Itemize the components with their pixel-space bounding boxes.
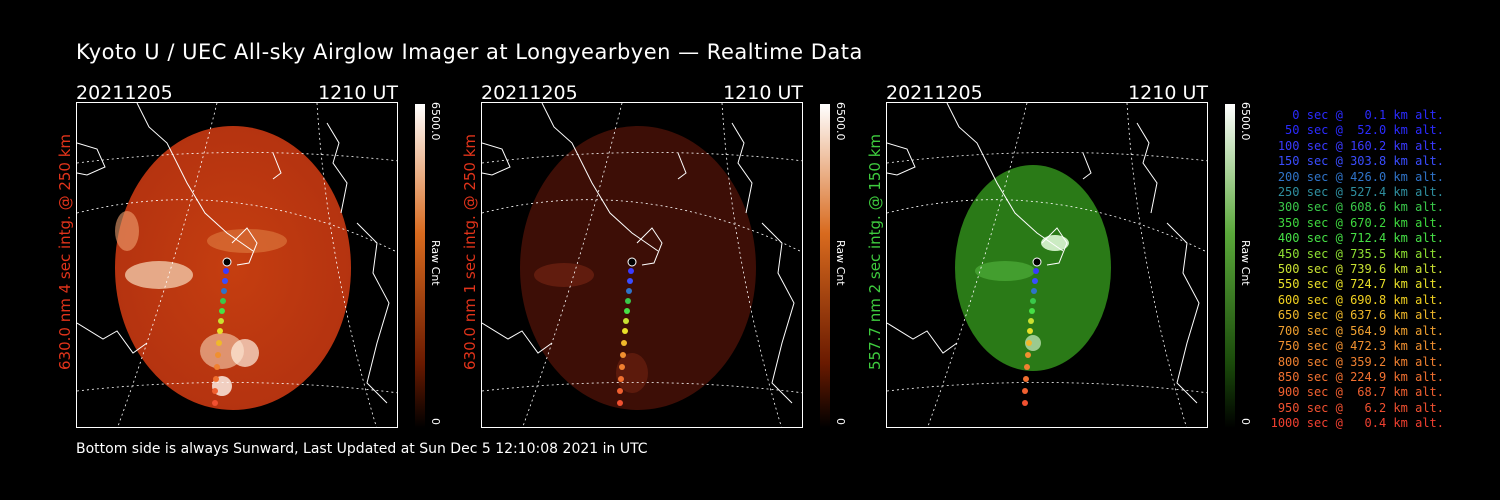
aurora-patch xyxy=(616,353,648,393)
panel-time: 1210 UT xyxy=(723,82,803,104)
legend-row: 350 sec @ 670.2 km alt. xyxy=(1277,215,1444,230)
sky-disk xyxy=(520,126,756,410)
colorbar xyxy=(820,104,830,428)
aurora-patch xyxy=(1025,335,1041,351)
footer-note: Bottom side is always Sunward, Last Upda… xyxy=(76,441,648,457)
allsky-image-630-1s xyxy=(481,102,803,428)
legend-row: 200 sec @ 426.0 km alt. xyxy=(1277,169,1444,184)
colorbar-max: 6500.0 xyxy=(429,102,442,141)
legend-row: 400 sec @ 712.4 km alt. xyxy=(1277,231,1444,246)
legend-row: 100 sec @ 160.2 km alt. xyxy=(1277,138,1444,153)
panel-time: 1210 UT xyxy=(1128,82,1208,104)
aurora-patch xyxy=(207,229,287,253)
sky-disk xyxy=(115,126,351,410)
allsky-image-557-2s xyxy=(886,102,1208,428)
panel-date: 20211205 xyxy=(481,82,578,104)
panel-date: 20211205 xyxy=(886,82,983,104)
legend-row: 50 sec @ 52.0 km alt. xyxy=(1285,123,1444,138)
colorbar-min: 0 xyxy=(429,418,442,425)
legend-row: 800 sec @ 359.2 km alt. xyxy=(1277,354,1444,369)
colorbar-min: 0 xyxy=(1239,418,1252,425)
panel-time: 1210 UT xyxy=(318,82,398,104)
allsky-image-svg xyxy=(77,103,397,427)
colorbar-unit: Raw Cnt xyxy=(1239,240,1252,286)
trajectory-dots xyxy=(617,257,637,406)
legend-row: 950 sec @ 6.2 km alt. xyxy=(1277,400,1444,415)
legend-row: 700 sec @ 564.9 km alt. xyxy=(1277,323,1444,338)
panel-date: 20211205 xyxy=(76,82,173,104)
legend-row: 600 sec @ 690.8 km alt. xyxy=(1277,292,1444,307)
aurora-patch xyxy=(115,211,139,251)
aurora-patch xyxy=(231,339,259,367)
colorbar-min: 0 xyxy=(834,418,847,425)
colorbar-unit: Raw Cnt xyxy=(834,240,847,286)
allsky-image-svg xyxy=(482,103,802,427)
legend-row: 450 sec @ 735.5 km alt. xyxy=(1277,246,1444,261)
panel-wavelength-label: 630.0 nm 4 sec intg. @ 250 km xyxy=(56,133,74,370)
trajectory-dots xyxy=(212,257,232,406)
aurora-patch xyxy=(534,263,594,287)
trajectory-legend: 0 sec @ 0.1 km alt. 50 sec @ 52.0 km alt.… xyxy=(1262,108,1444,432)
colorbar xyxy=(415,104,425,428)
legend-row: 550 sec @ 724.7 km alt. xyxy=(1277,277,1444,292)
aurora-patch xyxy=(1041,235,1069,251)
legend-row: 250 sec @ 527.4 km alt. xyxy=(1277,185,1444,200)
colorbar-max: 6500.0 xyxy=(1239,102,1252,141)
legend-row: 300 sec @ 608.6 km alt. xyxy=(1277,200,1444,215)
legend-row: 1000 sec @ 0.4 km alt. xyxy=(1270,416,1444,431)
allsky-image-svg xyxy=(887,103,1207,427)
legend-row: 900 sec @ 68.7 km alt. xyxy=(1277,385,1444,400)
colorbar xyxy=(1225,104,1235,428)
colorbar-unit: Raw Cnt xyxy=(429,240,442,286)
legend-row: 0 sec @ 0.1 km alt. xyxy=(1292,108,1444,122)
aurora-patch xyxy=(975,261,1035,281)
trajectory-dots xyxy=(1022,257,1042,406)
page-title: Kyoto U / UEC All-sky Airglow Imager at … xyxy=(76,40,863,64)
aurora-patch xyxy=(125,261,193,289)
legend-row: 750 sec @ 472.3 km alt. xyxy=(1277,339,1444,354)
colorbar-max: 6500.0 xyxy=(834,102,847,141)
panel-wavelength-label: 557.7 nm 2 sec intg. @ 150 km xyxy=(866,133,884,370)
allsky-image-630-4s xyxy=(76,102,398,428)
legend-row: 150 sec @ 303.8 km alt. xyxy=(1277,154,1444,169)
legend-row: 850 sec @ 224.9 km alt. xyxy=(1277,369,1444,384)
legend-row: 650 sec @ 637.6 km alt. xyxy=(1277,308,1444,323)
legend-row: 500 sec @ 739.6 km alt. xyxy=(1277,262,1444,277)
panel-wavelength-label: 630.0 nm 1 sec intg. @ 250 km xyxy=(461,133,479,370)
